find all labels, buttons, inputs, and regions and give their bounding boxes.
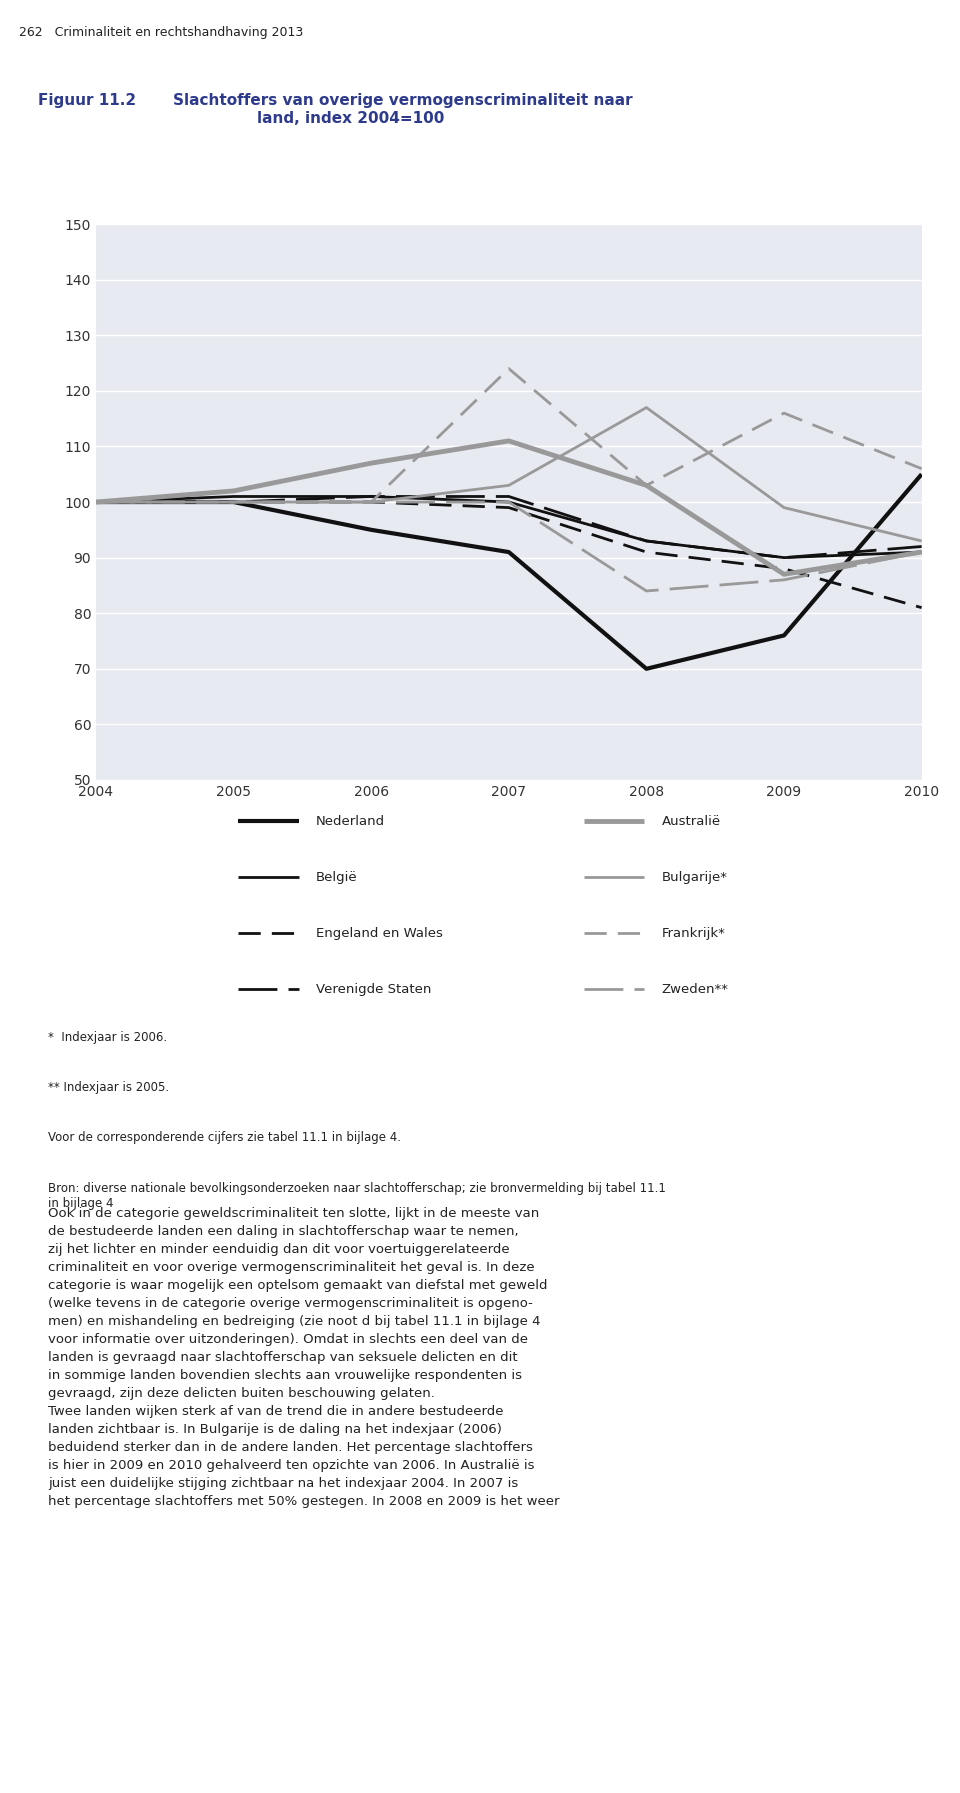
Text: Figuur 11.2: Figuur 11.2	[38, 93, 136, 108]
Text: Verenigde Staten: Verenigde Staten	[316, 983, 431, 995]
Text: Australië: Australië	[661, 814, 721, 828]
Text: Slachtoffers van overige vermogenscriminaliteit naar
                land, index: Slachtoffers van overige vermogenscrimin…	[173, 93, 633, 126]
Text: Ook in de categorie geweldscriminaliteit ten slotte, lijkt in de meeste van
de b: Ook in de categorie geweldscriminaliteit…	[48, 1207, 560, 1508]
Text: Engeland en Wales: Engeland en Wales	[316, 927, 443, 940]
Text: Voor de corresponderende cijfers zie tabel 11.1 in bijlage 4.: Voor de corresponderende cijfers zie tab…	[48, 1131, 401, 1144]
Text: 262   Criminaliteit en rechtshandhaving 2013: 262 Criminaliteit en rechtshandhaving 20…	[19, 25, 303, 39]
Text: België: België	[316, 871, 357, 884]
Text: Bron: diverse nationale bevolkingsonderzoeken naar slachtofferschap; zie bronver: Bron: diverse nationale bevolkingsonderz…	[48, 1182, 666, 1210]
Text: *  Indexjaar is 2006.: * Indexjaar is 2006.	[48, 1031, 167, 1044]
Text: Nederland: Nederland	[316, 814, 385, 828]
Text: Frankrijk*: Frankrijk*	[661, 927, 726, 940]
Text: Bulgarije*: Bulgarije*	[661, 871, 728, 884]
Text: ** Indexjaar is 2005.: ** Indexjaar is 2005.	[48, 1081, 169, 1094]
Text: Zweden**: Zweden**	[661, 983, 729, 995]
